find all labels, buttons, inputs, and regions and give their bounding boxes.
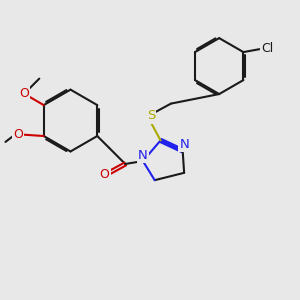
Text: Cl: Cl: [261, 42, 273, 55]
Text: O: O: [19, 87, 28, 100]
Text: S: S: [147, 110, 155, 122]
Text: N: N: [138, 149, 148, 162]
Text: O: O: [100, 168, 110, 181]
Text: O: O: [13, 128, 23, 141]
Text: N: N: [179, 138, 189, 151]
